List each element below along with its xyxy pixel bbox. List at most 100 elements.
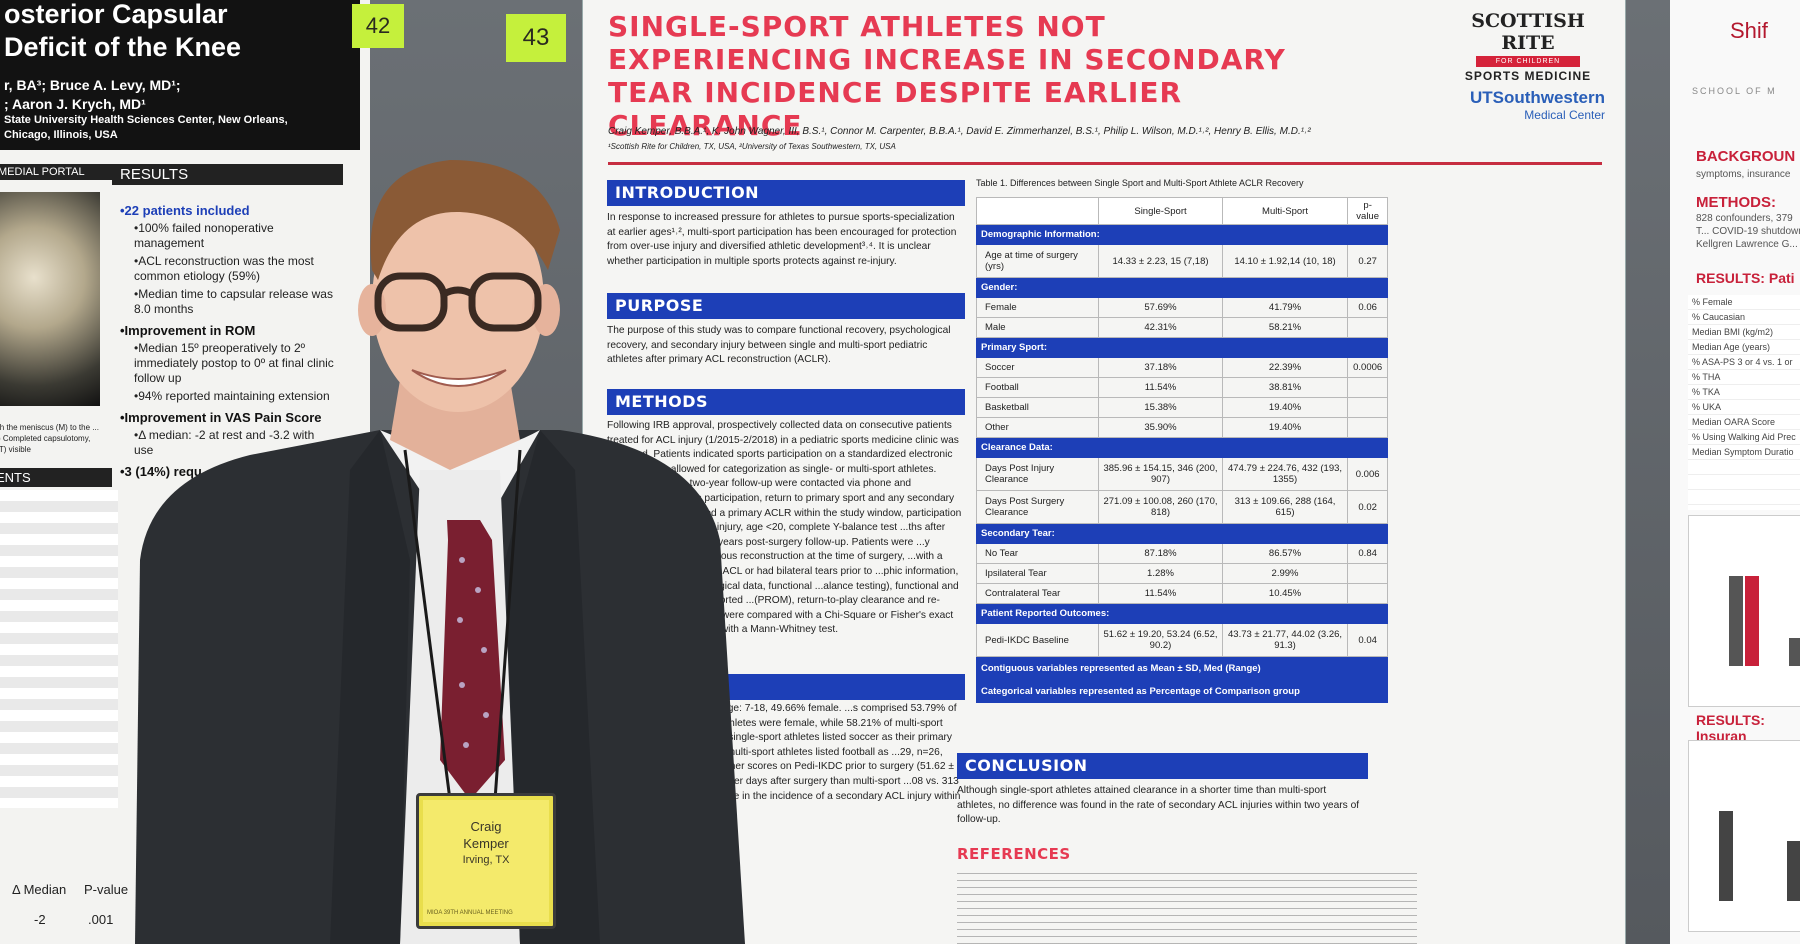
methods-text: Following IRB approval, prospectively co… <box>607 420 962 636</box>
right-table-row: % THA <box>1692 372 1721 382</box>
table-row: Ipsilateral Tear 1.28% 2.99% <box>975 563 1388 584</box>
table-row: Other 35.90% 19.40% <box>975 417 1388 438</box>
right-poster-title: Shif <box>1730 18 1768 43</box>
results-heading: RESULTS <box>112 164 343 185</box>
right-methods-text: 828 confounders, 379 T... COVID-19 shutd… <box>1696 213 1800 250</box>
table-group-label: Gender: <box>976 277 1388 298</box>
table-cell-multi: 19.40% <box>1221 397 1349 418</box>
table-cell-multi: 43.73 ± 21.77, 44.02 (3.26, 91.3) <box>1221 623 1349 657</box>
table-cell-single: 14.33 ± 2.23, 15 (7,18) <box>1098 244 1223 278</box>
main-poster: SINGLE-SPORT ATHLETES NOT EXPERIENCING I… <box>583 0 1625 944</box>
patients-included: •22 patients included <box>120 203 250 218</box>
table-cell-p: 0.84 <box>1347 543 1388 564</box>
table-cell-single: 11.54% <box>1098 583 1223 604</box>
references-text <box>957 870 1417 944</box>
table-cell-p: 0.0006 <box>1347 357 1388 378</box>
hair <box>370 160 560 280</box>
table-cell-multi: 58.21% <box>1221 317 1349 338</box>
necktie <box>440 520 505 800</box>
table-row-label: Football <box>975 377 1100 398</box>
table-row-label: Female <box>975 297 1100 318</box>
table-cell-multi: 14.10 ± 1.92,14 (10, 18) <box>1221 244 1349 278</box>
medial-portal-label: MEDIAL PORTAL <box>0 164 116 180</box>
header-single-sport: Single-Sport <box>1098 197 1223 225</box>
poster-authors: Craig Kemper, B.B.A.¹, K. John Wagner, I… <box>608 126 1311 137</box>
table-cell-p <box>1347 417 1388 438</box>
right-table-row: Median Symptom Duratio <box>1692 447 1794 457</box>
dress-shirt <box>380 430 540 520</box>
table-cell-multi: 474.79 ± 224.76, 432 (193, 1355) <box>1221 457 1349 491</box>
affil-line-1: State University Health Sciences Center,… <box>4 114 288 126</box>
left-table-heading: ENTS <box>0 468 112 487</box>
name-tag-first: Craig <box>470 819 502 834</box>
right-bar-chart <box>1688 515 1800 707</box>
table-group-label: Clearance Data: <box>976 437 1388 458</box>
logo-for-children-bar: FOR CHILDREN <box>1476 56 1580 67</box>
left-poster: osterior Capsular Deficit of the Knee r,… <box>0 0 370 944</box>
table-row-label: Ipsilateral Tear <box>975 563 1100 584</box>
purpose-heading: PURPOSE <box>607 293 965 319</box>
table-footnote-1: Contiguous variables represented as Mean… <box>976 656 1388 680</box>
table-cell-multi: 19.40% <box>1221 417 1349 438</box>
conclusion-text: Although single-sport athletes attained … <box>957 785 1360 826</box>
right-table-row: % TKA <box>1692 387 1720 397</box>
smile <box>411 369 507 387</box>
purpose-text: The purpose of this study was to compare… <box>607 325 951 366</box>
table-row: Male 42.31% 58.21% <box>975 317 1388 338</box>
results-text: ...nclusion criteria. ...ange: 7-18, 49.… <box>623 703 961 817</box>
table-cell-single: 57.69% <box>1098 297 1223 318</box>
title-line-2: Deficit of the Knee <box>4 32 242 62</box>
references-heading: REFERENCES <box>957 845 1071 863</box>
name-tag-meeting: MIOA 39TH ANNUAL MEETING <box>427 910 513 916</box>
title-line-1: osterior Capsular <box>4 0 228 29</box>
table-row-label: Days Post Surgery Clearance <box>975 490 1100 524</box>
table-row-label: Contralateral Tear <box>975 583 1100 604</box>
right-poster-school: SCHOOL OF M <box>1692 86 1777 96</box>
table-row-label: Other <box>975 417 1100 438</box>
header-p-value: p-value <box>1347 197 1388 225</box>
table-row: Contralateral Tear 11.54% 10.45% <box>975 583 1388 604</box>
logo-ut-text: UTSouthwestern <box>1469 88 1605 107</box>
table-group-row: Secondary Tear: <box>976 523 1388 544</box>
bullet-requ: •3 (14%) requ... inter... ext... <box>120 464 288 479</box>
table-cell-multi: 313 ± 109.66, 288 (164, 615) <box>1221 490 1349 524</box>
table-cell-multi: 2.99% <box>1221 563 1349 584</box>
table-row: Age at time of surgery (yrs) 14.33 ± 2.23… <box>975 244 1388 278</box>
neck <box>390 380 520 470</box>
eyeglasses <box>374 272 542 332</box>
table-cell-single: 11.54% <box>1098 377 1223 398</box>
table-cell-single: 385.96 ± 154.15, 346 (200, 907) <box>1098 457 1223 491</box>
p-value-1: .001 <box>88 912 114 927</box>
results-table: Single-Sport Multi-Sport p-value Demogra… <box>975 197 1388 703</box>
introduction-text: In response to increased pressure for at… <box>607 212 957 267</box>
table-cell-single: 37.18% <box>1098 357 1223 378</box>
results-heading-bar <box>623 674 965 700</box>
poster-number-42: 42 <box>352 4 404 48</box>
table-row: Female 57.69% 41.79% 0.06 <box>975 297 1388 318</box>
table-footnote-1-row: Contiguous variables represented as Mean… <box>976 656 1388 680</box>
table-row: Days Post Surgery Clearance 271.09 ± 100.… <box>975 490 1388 524</box>
table-cell-p: 0.006 <box>1347 457 1388 491</box>
bullet-nonoperative: •100% failed nonoperative management <box>134 221 274 250</box>
table-cell-multi: 22.39% <box>1221 357 1349 378</box>
results-bullets: •22 patients included •100% failed nonop… <box>120 197 335 481</box>
arthroscopy-image <box>0 192 100 406</box>
right-table-row: Median BMI (kg/m2) <box>1692 327 1774 337</box>
face <box>372 188 544 412</box>
name-tag-city: Irving, TX <box>462 854 510 866</box>
right-table-row: Median OARA Score <box>1692 417 1776 427</box>
name-tag: Craig Kemper Irving, TX MIOA 39TH ANNUAL… <box>416 793 556 929</box>
bullet-time: •Median time to capsular release was 8.0… <box>134 287 333 316</box>
table-group-label: Secondary Tear: <box>976 523 1388 544</box>
authors-line-1: r, BA³; Bruce A. Levy, MD¹; <box>4 77 181 93</box>
delta-value-1: -2 <box>34 912 46 927</box>
right-insurance-chart <box>1688 740 1800 932</box>
right-results-table: % Female % Caucasian Median BMI (kg/m2) Med… <box>1688 295 1800 510</box>
table-cell-p: 0.04 <box>1347 623 1388 657</box>
table-cell-p <box>1347 583 1388 604</box>
right-background-text: symptoms, insurance <box>1696 169 1791 180</box>
table-cell-single: 51.62 ± 19.20, 53.24 (6.52, 90.2) <box>1098 623 1223 657</box>
right-table-row: % Using Walking Aid Prec <box>1692 432 1796 442</box>
table-cell-single: 35.90% <box>1098 417 1223 438</box>
